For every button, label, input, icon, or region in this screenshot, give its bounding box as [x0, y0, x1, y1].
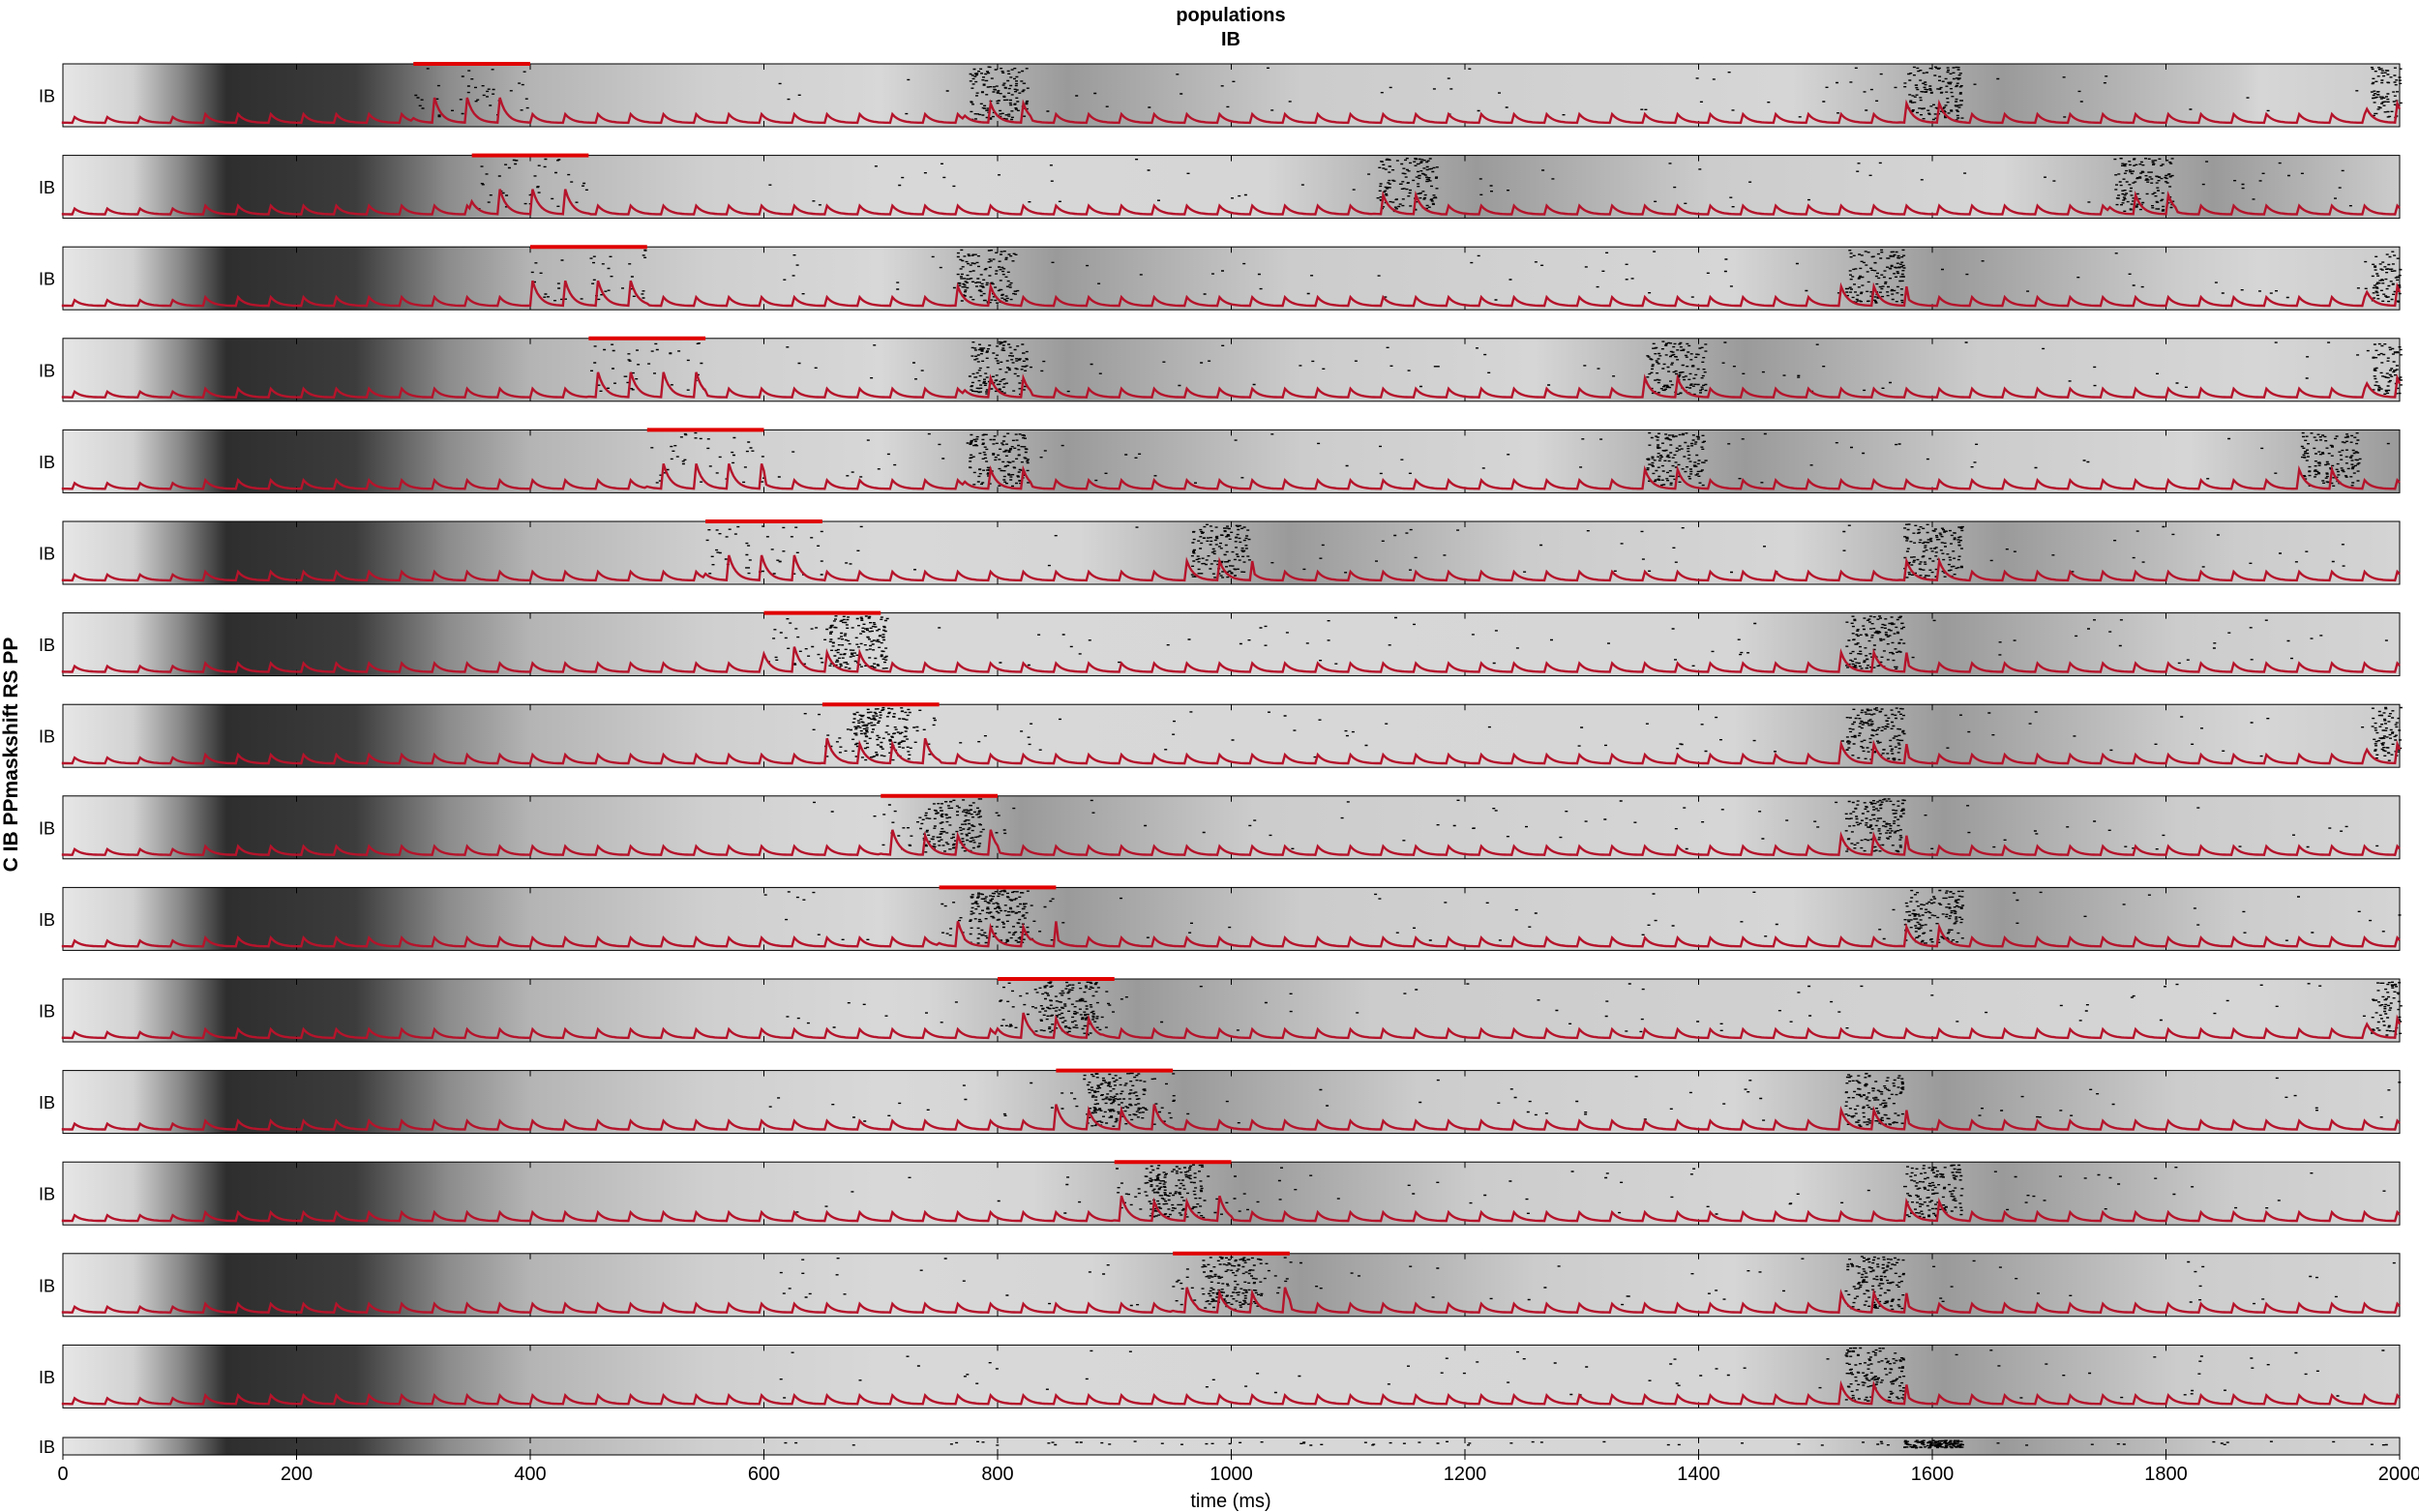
row-label: IB [39, 545, 55, 564]
x-axis-label: time (ms) [1190, 1491, 1270, 1512]
x-axis: 0 200 400 600 800 1000 1200 1400 1600 1800 2000 [57, 1455, 2419, 1485]
panel-background [62, 886, 2401, 951]
row-label: IB [39, 1368, 55, 1387]
population-trace [61, 829, 2401, 856]
panel-background [62, 246, 2401, 311]
side-parameter-label: C IB PPmaskshift RS PP [0, 637, 22, 873]
x-tick-label: 2000 [2378, 1464, 2419, 1485]
population-trace [61, 646, 2401, 673]
x-tick-label: 200 [281, 1464, 313, 1485]
row-label: IB [39, 1093, 55, 1112]
raster-panel: IB [39, 336, 2403, 402]
spike-raster [779, 1256, 2396, 1311]
x-tick-label: 800 [981, 1464, 1013, 1485]
panel-background [62, 1253, 2401, 1318]
row-label: IB [39, 910, 55, 930]
spike-raster [414, 66, 2403, 121]
row-label: IB [39, 1185, 55, 1204]
population-trace [61, 189, 2401, 216]
raster-panel: IB [39, 519, 2401, 585]
panel-background [62, 703, 2401, 768]
x-tick-label: 1800 [2144, 1464, 2188, 1485]
raster-panel: IB [39, 610, 2401, 677]
row-label: IB [39, 818, 55, 838]
raster-panel: IB [39, 793, 2401, 860]
row-label: IB [39, 87, 55, 106]
spike-raster [803, 706, 2403, 761]
population-trace [61, 371, 2402, 399]
population-trace [61, 1379, 2401, 1406]
raster-panel: IB [39, 1344, 2401, 1408]
panel-background [62, 429, 2401, 493]
x-tick-label: 1600 [1911, 1464, 1955, 1485]
panel-background [62, 612, 2401, 677]
panel-background [62, 155, 2401, 220]
x-tick-label: 600 [748, 1464, 780, 1485]
x-tick-label: 1400 [1677, 1464, 1720, 1485]
row-label: IB [39, 270, 55, 289]
spike-raster [705, 523, 2345, 578]
panel-background [62, 63, 2401, 128]
spike-raster [813, 798, 2379, 853]
x-tick-label: 0 [57, 1464, 68, 1485]
raster-panel: IB [39, 1068, 2402, 1135]
population-trace [61, 280, 2402, 308]
raster-panel: IB [39, 1251, 2401, 1318]
population-trace [61, 1104, 2401, 1131]
raster-panels: IB IB IB IB IB IB IB IB IB IB IB IB IB IB IB IB [39, 62, 2403, 1457]
population-trace [61, 737, 2402, 765]
row-label: IB [39, 636, 55, 655]
panel-background [62, 520, 2401, 585]
panel-background [62, 1344, 2401, 1408]
raster-panel: IB [39, 62, 2403, 128]
population-trace [61, 921, 2401, 948]
x-tick-label: 400 [514, 1464, 546, 1485]
row-label: IB [39, 1438, 55, 1457]
spike-raster [779, 1347, 2385, 1402]
raster-panel: IB [39, 885, 2402, 951]
x-tick-label: 1200 [1444, 1464, 1487, 1485]
spike-raster [530, 249, 2403, 304]
panel-background [62, 1070, 2401, 1135]
panel-background [62, 338, 2401, 402]
population-trace [61, 97, 2402, 125]
row-label: IB [39, 1002, 55, 1022]
raster-panel: IB [39, 1160, 2401, 1226]
spike-raster [766, 615, 2388, 669]
population-trace [61, 1195, 2401, 1223]
raster-panel: IB [39, 1437, 2401, 1457]
figure-title-line1: populations [1176, 5, 1285, 26]
row-label: IB [39, 453, 55, 472]
spike-raster [786, 981, 2403, 1036]
raster-panel: IB [39, 428, 2401, 493]
population-trace [61, 1012, 2402, 1040]
figure-title-line2: IB [1221, 29, 1240, 50]
spike-raster [590, 341, 2403, 396]
population-trace [61, 554, 2401, 582]
row-label: IB [39, 361, 55, 380]
population-trace [61, 463, 2401, 490]
spike-raster [784, 1439, 2388, 1449]
raster-panel: IB [39, 153, 2401, 220]
raster-panel: IB [39, 977, 2403, 1043]
panel-background [62, 978, 2401, 1043]
raster-panel: IB [39, 702, 2403, 768]
population-trace [61, 1287, 2401, 1314]
raster-panel: IB [39, 245, 2403, 311]
spike-raster [768, 1072, 2402, 1127]
row-label: IB [39, 727, 55, 747]
panel-background [62, 795, 2401, 860]
row-label: IB [39, 178, 55, 197]
row-label: IB [39, 1276, 55, 1295]
panel-background [62, 1161, 2401, 1226]
x-tick-label: 1000 [1210, 1464, 1253, 1485]
